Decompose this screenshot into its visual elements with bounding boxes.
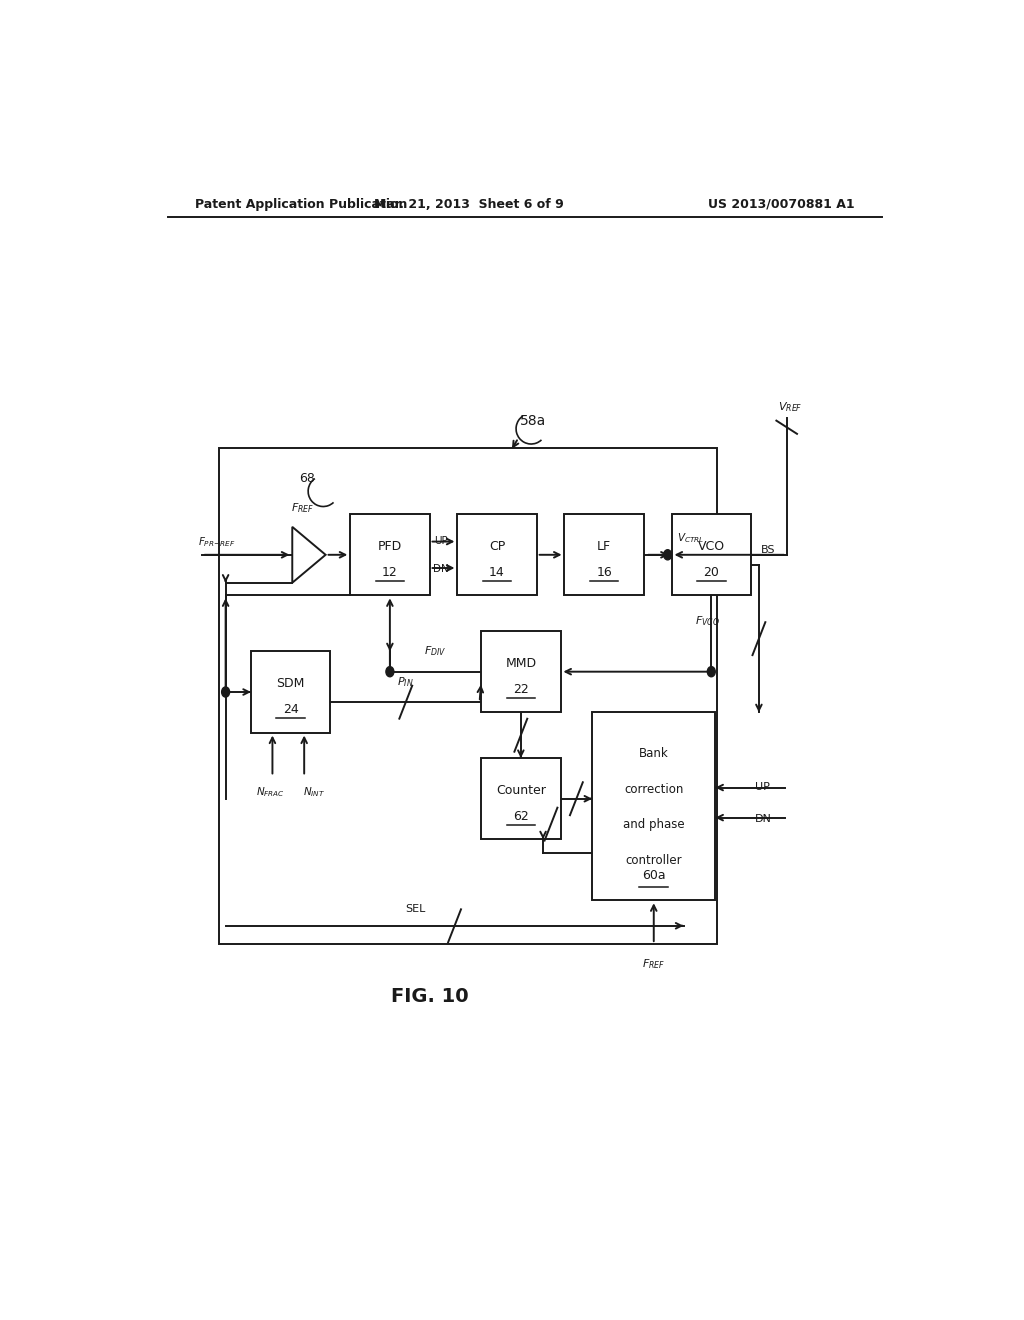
Text: VCO: VCO: [697, 540, 725, 553]
Text: $F_{PR\mathrm{-}REF}$: $F_{PR\mathrm{-}REF}$: [198, 536, 236, 549]
Text: 22: 22: [513, 682, 528, 696]
Text: $F_{REF}$: $F_{REF}$: [291, 502, 314, 515]
Text: $N_{FRAC}$: $N_{FRAC}$: [256, 784, 285, 799]
Bar: [672, 515, 751, 595]
Text: 68: 68: [299, 471, 315, 484]
Text: SDM: SDM: [276, 677, 305, 690]
Text: LF: LF: [597, 540, 611, 553]
Bar: [458, 515, 537, 595]
Text: and phase: and phase: [623, 818, 685, 832]
Text: US 2013/0070881 A1: US 2013/0070881 A1: [708, 198, 854, 211]
Text: Mar. 21, 2013  Sheet 6 of 9: Mar. 21, 2013 Sheet 6 of 9: [375, 198, 564, 211]
Text: CP: CP: [488, 540, 505, 553]
Text: BS: BS: [761, 545, 776, 554]
Text: 14: 14: [489, 566, 505, 579]
Text: controller: controller: [626, 854, 682, 867]
Bar: [592, 713, 715, 900]
Bar: [251, 651, 331, 733]
Circle shape: [386, 667, 394, 677]
Text: $F_{VCO}$: $F_{VCO}$: [695, 614, 720, 628]
Bar: [219, 447, 717, 944]
Text: $F_{DIV}$: $F_{DIV}$: [424, 644, 446, 659]
Bar: [481, 758, 560, 840]
Circle shape: [221, 686, 229, 697]
Text: UP: UP: [755, 781, 770, 792]
Text: 20: 20: [703, 566, 719, 579]
Text: 12: 12: [382, 566, 397, 579]
Bar: [481, 631, 560, 713]
Text: DN: DN: [433, 564, 449, 574]
Text: PFD: PFD: [378, 540, 402, 553]
Bar: [350, 515, 430, 595]
Text: 58a: 58a: [519, 413, 546, 428]
Text: $F_{REF}$: $F_{REF}$: [642, 957, 666, 972]
Text: SEL: SEL: [406, 903, 426, 913]
Text: Bank: Bank: [639, 747, 669, 760]
Text: $V_{CTRL}$: $V_{CTRL}$: [677, 532, 705, 545]
Circle shape: [708, 667, 715, 677]
Text: $V_{REF}$: $V_{REF}$: [778, 400, 803, 414]
Text: 62: 62: [513, 810, 528, 824]
Bar: [564, 515, 644, 595]
Text: FIG. 10: FIG. 10: [391, 987, 468, 1006]
Text: Counter: Counter: [496, 784, 546, 797]
Text: Patent Application Publication: Patent Application Publication: [196, 198, 408, 211]
Text: UP: UP: [434, 536, 447, 545]
Text: 16: 16: [596, 566, 612, 579]
Text: 60a: 60a: [642, 870, 666, 883]
Text: MMD: MMD: [505, 657, 537, 671]
Circle shape: [664, 549, 672, 560]
Text: 24: 24: [283, 704, 299, 717]
Text: DN: DN: [755, 813, 772, 824]
Text: $P_{IN}$: $P_{IN}$: [397, 675, 414, 689]
Text: $N_{INT}$: $N_{INT}$: [302, 784, 325, 799]
Text: correction: correction: [624, 783, 683, 796]
